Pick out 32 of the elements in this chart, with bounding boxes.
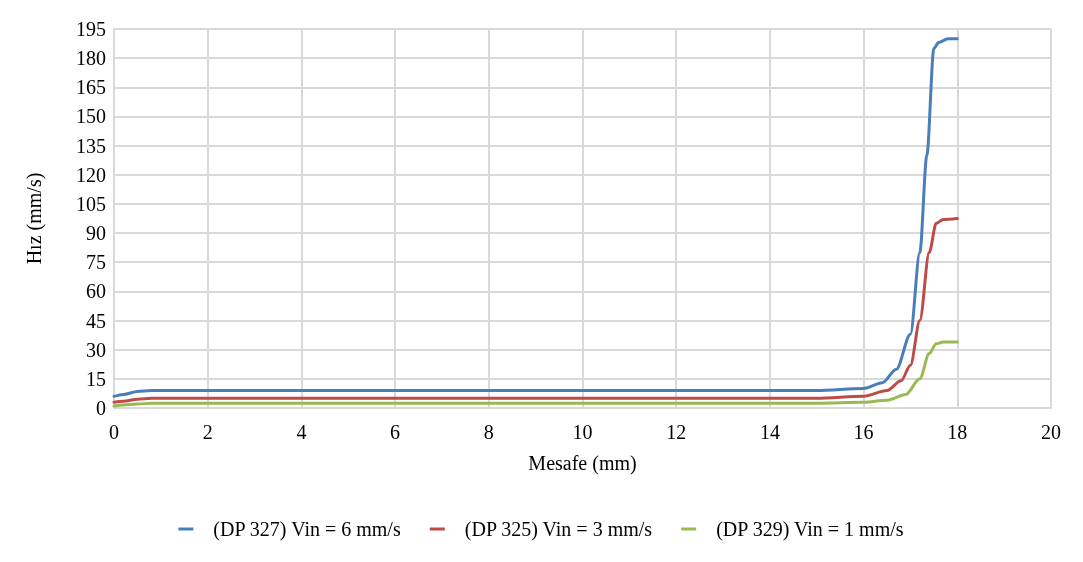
line-series — [112, 37, 959, 398]
y-tick-label: 75 — [86, 251, 106, 274]
y-tick-label: 150 — [76, 105, 106, 128]
y-tick-label: 135 — [76, 134, 106, 157]
y-tick-label: 165 — [76, 76, 106, 99]
x-tick-label: 18 — [947, 421, 968, 443]
x-tick-label: 10 — [572, 421, 593, 443]
y-tick-label: 0 — [96, 397, 106, 419]
x-axis-title: Mesafe (mm) — [528, 452, 637, 475]
y-tick-label: 15 — [86, 367, 106, 390]
x-tick-label: 14 — [759, 421, 780, 443]
y-tick-label: 90 — [86, 222, 106, 245]
x-tick-label: 16 — [853, 421, 874, 443]
legend-label: (DP 325) Vin = 3 mm/s — [464, 518, 653, 541]
y-tick-label: 120 — [76, 163, 106, 186]
x-tick-label: 2 — [202, 421, 213, 443]
x-tick-label: 20 — [1041, 421, 1061, 443]
y-tick-label: 195 — [76, 18, 106, 40]
legend-label: (DP 329) Vin = 1 mm/s — [716, 518, 904, 541]
x-tick-label: 8 — [483, 421, 494, 443]
y-tick-label: 45 — [86, 309, 106, 332]
x-tick-label: 12 — [666, 421, 687, 443]
x-tick-label: 4 — [296, 421, 307, 443]
y-tick-label: 180 — [76, 47, 106, 70]
y-tick-label: 105 — [76, 192, 106, 215]
x-tick-label: 6 — [390, 421, 401, 443]
y-axis-title: Hız (mm/s) — [23, 172, 46, 265]
line-series — [112, 340, 959, 408]
line-series — [112, 217, 959, 404]
y-tick-label: 60 — [86, 280, 106, 303]
legend-label: (DP 327) Vin = 6 mm/s — [213, 518, 401, 541]
y-tick-label: 30 — [86, 338, 106, 361]
